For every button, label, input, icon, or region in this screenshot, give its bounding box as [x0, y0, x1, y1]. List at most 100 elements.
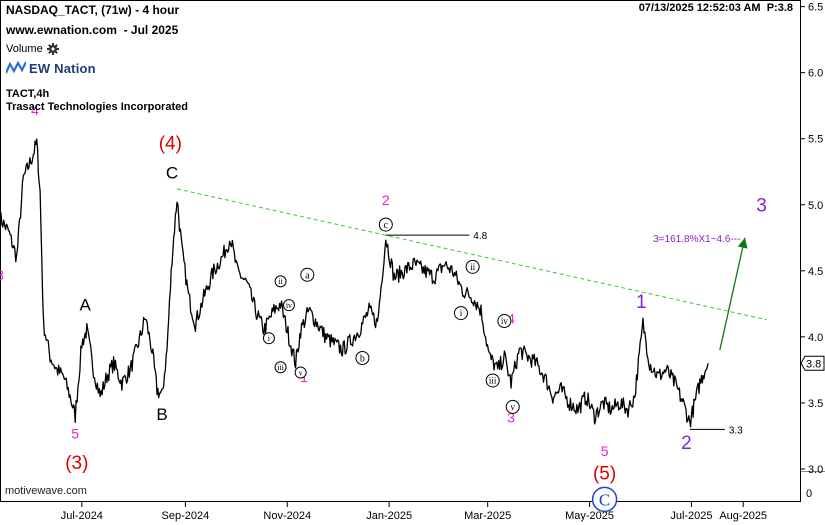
circled-wave-label: ii	[274, 275, 287, 288]
label-circle	[274, 275, 287, 288]
label-circle	[282, 299, 295, 312]
gear-icon[interactable]	[46, 43, 59, 55]
y-tick-label: 5.5	[808, 134, 823, 146]
label-circle	[505, 399, 520, 414]
wave-label: 3	[507, 410, 515, 426]
x-tick-label: Sep-2024	[162, 510, 210, 522]
x-tick-label: Jan-2025	[366, 510, 412, 522]
y-tick-label: 6.0	[808, 68, 823, 80]
wave-label: 1	[636, 292, 647, 313]
wave-label: (3)	[65, 453, 88, 474]
x-tick-label: Jul-2025	[670, 510, 712, 522]
circled-wave-label: b	[355, 351, 370, 366]
circled-wave-label: i	[262, 332, 275, 345]
level-line-label: 3.3	[729, 425, 743, 436]
wave-label: (5)	[593, 464, 616, 485]
wave-label: 4	[507, 311, 515, 327]
level-line-label: 4.8	[473, 231, 487, 242]
plot-frame	[0, 0, 801, 502]
circled-label-text: iv	[286, 301, 292, 310]
volume-zero-tick: 0	[806, 488, 812, 500]
site-title: www.ewnation.com - Jul 2025	[6, 23, 179, 37]
label-circle	[355, 351, 370, 366]
circled-label-text: iii	[489, 376, 497, 386]
last-price-label: 3.8	[806, 358, 821, 370]
x-tick-label: Mar-2025	[464, 510, 511, 522]
label-circle	[591, 486, 618, 513]
y-tick-label: 5.0	[808, 200, 823, 212]
wave-label: 2	[681, 433, 692, 454]
ticker-line: TACT,4h	[6, 88, 50, 100]
y-tick-label: 6.5	[808, 2, 823, 14]
x-tick-label: May-2025	[565, 510, 614, 522]
watermark: motivewave.com	[5, 485, 87, 497]
x-axis: Jul-2024 Sep-2024 Nov-2024 Jan-2025 Mar-2025…	[61, 502, 767, 522]
y-tick-label: 4.5	[808, 266, 823, 278]
price-series-line	[0, 138, 709, 428]
circled-label-text: c	[384, 220, 389, 231]
circled-wave-label: iii	[485, 373, 500, 388]
wave-label: (4)	[159, 133, 182, 154]
label-circle	[274, 361, 287, 374]
wave-label: A	[80, 295, 92, 314]
arrow-shaft	[719, 237, 746, 351]
circled-wave-label: v	[294, 366, 307, 379]
circled-label-text: a	[305, 270, 310, 281]
circled-wave-label: ii	[465, 259, 480, 274]
x-tick-label: Aug-2025	[719, 510, 767, 522]
circled-label-text: b	[360, 354, 365, 365]
label-circle	[465, 259, 480, 274]
y-tick-label: 3.0	[808, 464, 823, 476]
y-tick-label: 4.0	[808, 332, 823, 344]
circled-label-text: ii	[278, 277, 283, 286]
circled-label-text: C	[599, 490, 610, 509]
wave-label: C	[166, 163, 178, 182]
wave-label: 5	[71, 426, 79, 442]
circled-label-text: i	[460, 308, 463, 318]
circled-label-text: ii	[470, 262, 476, 272]
wave-label: 4	[31, 102, 39, 118]
label-circle	[300, 267, 315, 282]
label-circle	[294, 366, 307, 379]
target-arrow	[719, 237, 748, 351]
x-tick-label: Nov-2024	[263, 510, 311, 522]
label-circle	[378, 217, 393, 232]
resistance-trendline	[176, 188, 767, 321]
ew-nation-logo: EW Nation	[6, 59, 306, 77]
wave-label: 3	[756, 195, 767, 216]
wave-label: 5	[601, 443, 609, 459]
circled-wave-label: i	[453, 306, 468, 321]
wave-label: B	[156, 405, 167, 424]
symbol-title: NASDAQ_TACT, (71w) - 4 hour	[6, 3, 180, 17]
circled-label-text: v	[510, 402, 515, 412]
wave-label: 3	[0, 267, 4, 283]
label-circle	[497, 314, 512, 329]
label-circle	[485, 373, 500, 388]
circled-label-text: iii	[277, 363, 284, 372]
logo-mark-icon	[6, 61, 26, 74]
x-tick-label: Jul-2024	[61, 510, 103, 522]
circled-wave-label: iv	[497, 314, 512, 329]
logo-text: EW Nation	[29, 60, 96, 76]
company-line: Trasact Technologies Incorporated	[6, 101, 188, 113]
circled-wave-label: v	[505, 399, 520, 414]
target-note: 3=161.8%X1~4.6---	[653, 234, 740, 245]
wave-label: 2	[382, 192, 390, 208]
circled-wave-label: a	[300, 267, 315, 282]
y-tick-label: 3.5	[808, 398, 823, 410]
circled-label-text: v	[299, 368, 303, 377]
circled-wave-label: C	[591, 486, 618, 513]
label-circle	[262, 332, 275, 345]
volume-label: Volume	[6, 43, 43, 55]
last-price-tag: 3.8	[800, 355, 825, 371]
circled-wave-label: c	[378, 217, 393, 232]
arrow-head	[737, 237, 748, 249]
circled-label-text: i	[268, 334, 271, 343]
level-lines: 4.8 3.3	[385, 231, 743, 436]
circled-wave-label: iii	[274, 361, 287, 374]
circled-wave-label: iv	[282, 299, 295, 312]
timestamp-label: 07/13/2025 12:52:03 AM P:3.8	[638, 2, 793, 14]
